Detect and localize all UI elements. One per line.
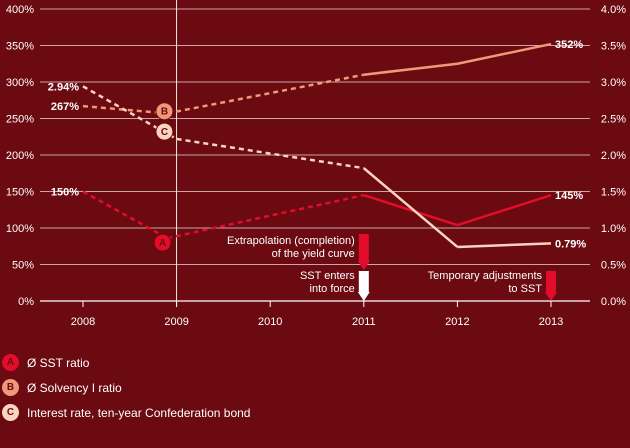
y-right-tick-label: 3.0% — [601, 77, 626, 89]
marker-a-icon: A — [2, 354, 19, 371]
annotation-text: Extrapolation (completion) — [227, 235, 355, 247]
marker-b-icon: B — [2, 379, 19, 396]
legend-item-sst: A Ø SST ratio — [2, 350, 250, 375]
series-line-a — [363, 193, 458, 227]
y-left-tick-label: 0% — [18, 296, 34, 308]
data-label: 267% — [51, 101, 79, 113]
y-right-tick-label: 0.5% — [601, 260, 626, 272]
y-right-tick-label: 1.5% — [601, 187, 626, 199]
y-left-tick-label: 250% — [6, 114, 34, 126]
legend-item-interest: C Interest rate, ten-year Confederation … — [2, 400, 250, 425]
y-right-tick-label: 2.5% — [601, 114, 626, 126]
annotation-arrow-icon — [545, 271, 557, 301]
y-left-tick-label: 400% — [6, 4, 34, 16]
legend: A Ø SST ratio B Ø Solvency I ratio C Int… — [2, 350, 250, 425]
series-line-c — [457, 242, 552, 249]
marker-letter: C — [161, 127, 168, 138]
series-line-a — [82, 190, 168, 240]
series-line-b — [457, 42, 552, 65]
y-right-tick-label: 0.0% — [601, 296, 626, 308]
data-label: 0.79% — [555, 238, 586, 250]
y-left-tick-label: 50% — [12, 260, 34, 272]
data-label: 145% — [555, 190, 583, 202]
annotation-text: to SST — [508, 283, 542, 295]
marker-letter: B — [161, 107, 168, 118]
series-line-b — [166, 73, 365, 115]
marker-letter: A — [159, 238, 166, 249]
annotation-text: into force — [310, 283, 355, 295]
x-tick-label: 2010 — [258, 316, 282, 328]
marker-c-icon — [155, 122, 174, 141]
y-left-tick-label: 150% — [6, 187, 34, 199]
marker-b-icon — [155, 102, 174, 121]
series-line-a — [457, 193, 552, 227]
marker-c-icon: C — [2, 404, 19, 421]
legend-label: Ø SST ratio — [27, 355, 90, 370]
y-right-tick-label: 2.0% — [601, 150, 626, 162]
x-tick-label: 2009 — [164, 316, 188, 328]
annotation-text: Temporary adjustments — [428, 270, 543, 282]
y-left-tick-label: 100% — [6, 223, 34, 235]
series-line-c — [176, 137, 364, 170]
data-label: 150% — [51, 187, 79, 199]
data-label: 352% — [555, 39, 583, 51]
series-line-c — [362, 167, 459, 248]
x-tick-label: 2012 — [445, 316, 469, 328]
data-label: 2.94% — [48, 81, 79, 93]
y-left-tick-label: 300% — [6, 77, 34, 89]
y-left-tick-label: 350% — [6, 41, 34, 53]
y-right-tick-label: 1.0% — [601, 223, 626, 235]
y-right-tick-label: 4.0% — [601, 4, 626, 16]
series-line-a — [166, 193, 365, 240]
legend-label: Interest rate, ten-year Confederation bo… — [27, 405, 251, 420]
y-left-tick-label: 200% — [6, 150, 34, 162]
marker-a-icon — [153, 233, 172, 252]
x-tick-label: 2008 — [71, 316, 95, 328]
annotation-text: of the yield curve — [272, 248, 355, 260]
series-line-b — [363, 62, 458, 76]
y-right-tick-label: 3.5% — [601, 41, 626, 53]
legend-item-solvency: B Ø Solvency I ratio — [2, 375, 250, 400]
annotation-text: SST enters — [300, 270, 355, 282]
legend-label: Ø Solvency I ratio — [27, 380, 122, 395]
x-tick-label: 2011 — [352, 316, 376, 328]
annotation-arrow-icon — [357, 271, 370, 301]
annotation-arrow-icon — [357, 234, 370, 270]
x-tick-label: 2013 — [539, 316, 563, 328]
